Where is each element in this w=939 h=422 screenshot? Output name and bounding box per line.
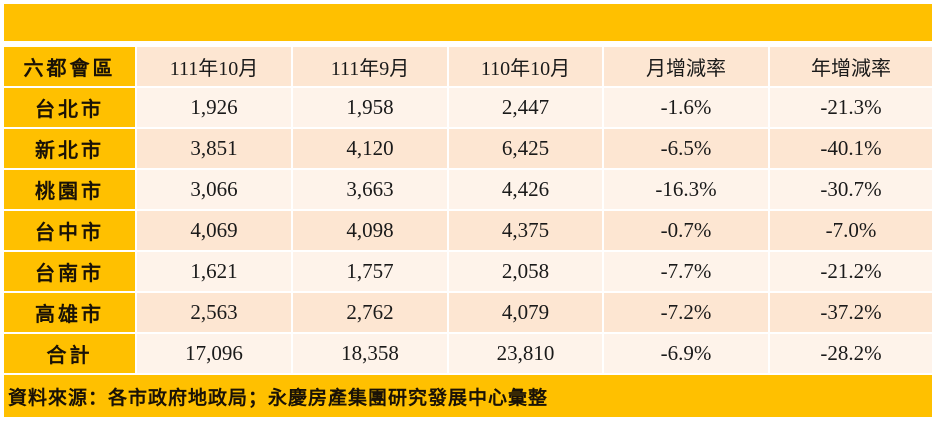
header-previous-month: 111年9月 bbox=[293, 47, 447, 86]
cell-prev-year: 23,810 bbox=[449, 334, 602, 373]
header-previous-year: 110年10月 bbox=[449, 47, 602, 86]
table-row: 台南市 1,621 1,757 2,058 -7.7% -21.2% bbox=[4, 252, 932, 291]
cell-mom: -0.7% bbox=[604, 211, 768, 250]
cell-yoy: -40.1% bbox=[770, 129, 932, 168]
row-region: 台南市 bbox=[4, 252, 135, 291]
header-yoy-change: 年增減率 bbox=[770, 47, 932, 86]
row-region: 台北市 bbox=[4, 88, 135, 127]
cell-prev-year: 4,426 bbox=[449, 170, 602, 209]
cell-mom: -6.5% bbox=[604, 129, 768, 168]
transactions-table: 六都會區 111年10月 111年9月 110年10月 月增減率 年增減率 台北… bbox=[2, 45, 934, 375]
cell-prev-month: 1,757 bbox=[293, 252, 447, 291]
source-note: 資料來源：各市政府地政局；永慶房產集團研究發展中心彙整 bbox=[8, 386, 549, 409]
cell-prev-month: 4,120 bbox=[293, 129, 447, 168]
row-region: 新北市 bbox=[4, 129, 135, 168]
cell-current: 3,851 bbox=[137, 129, 291, 168]
cell-mom: -6.9% bbox=[604, 334, 768, 373]
cell-mom: -16.3% bbox=[604, 170, 768, 209]
cell-current: 2,563 bbox=[137, 293, 291, 332]
cell-yoy: -37.2% bbox=[770, 293, 932, 332]
cell-yoy: -21.2% bbox=[770, 252, 932, 291]
table-row: 高雄市 2,563 2,762 4,079 -7.2% -37.2% bbox=[4, 293, 932, 332]
cell-mom: -7.7% bbox=[604, 252, 768, 291]
cell-prev-year: 4,079 bbox=[449, 293, 602, 332]
cell-mom: -7.2% bbox=[604, 293, 768, 332]
row-region: 台中市 bbox=[4, 211, 135, 250]
cell-current: 17,096 bbox=[137, 334, 291, 373]
source-footer: 資料來源：各市政府地政局；永慶房產集團研究發展中心彙整 bbox=[4, 375, 932, 417]
cell-prev-month: 1,958 bbox=[293, 88, 447, 127]
header-mom-change: 月增減率 bbox=[604, 47, 768, 86]
cell-prev-year: 4,375 bbox=[449, 211, 602, 250]
cell-yoy: -30.7% bbox=[770, 170, 932, 209]
cell-current: 1,926 bbox=[137, 88, 291, 127]
cell-prev-month: 18,358 bbox=[293, 334, 447, 373]
header-region: 六都會區 bbox=[4, 47, 135, 86]
table-container: 六都會區 111年10月 111年9月 110年10月 月增減率 年增減率 台北… bbox=[4, 4, 932, 417]
cell-prev-year: 2,447 bbox=[449, 88, 602, 127]
cell-prev-month: 4,098 bbox=[293, 211, 447, 250]
title-bar bbox=[4, 4, 932, 41]
row-region: 桃園市 bbox=[4, 170, 135, 209]
cell-prev-year: 6,425 bbox=[449, 129, 602, 168]
table-row: 新北市 3,851 4,120 6,425 -6.5% -40.1% bbox=[4, 129, 932, 168]
cell-yoy: -21.3% bbox=[770, 88, 932, 127]
cell-current: 4,069 bbox=[137, 211, 291, 250]
row-region: 高雄市 bbox=[4, 293, 135, 332]
row-total-label: 合計 bbox=[4, 334, 135, 373]
cell-prev-month: 2,762 bbox=[293, 293, 447, 332]
cell-yoy: -28.2% bbox=[770, 334, 932, 373]
cell-prev-month: 3,663 bbox=[293, 170, 447, 209]
cell-current: 3,066 bbox=[137, 170, 291, 209]
table-row: 台北市 1,926 1,958 2,447 -1.6% -21.3% bbox=[4, 88, 932, 127]
table-row: 台中市 4,069 4,098 4,375 -0.7% -7.0% bbox=[4, 211, 932, 250]
table-row: 桃園市 3,066 3,663 4,426 -16.3% -30.7% bbox=[4, 170, 932, 209]
table-header-row: 六都會區 111年10月 111年9月 110年10月 月增減率 年增減率 bbox=[4, 47, 932, 86]
cell-prev-year: 2,058 bbox=[449, 252, 602, 291]
table-total-row: 合計 17,096 18,358 23,810 -6.9% -28.2% bbox=[4, 334, 932, 373]
header-current-month: 111年10月 bbox=[137, 47, 291, 86]
cell-current: 1,621 bbox=[137, 252, 291, 291]
cell-mom: -1.6% bbox=[604, 88, 768, 127]
cell-yoy: -7.0% bbox=[770, 211, 932, 250]
